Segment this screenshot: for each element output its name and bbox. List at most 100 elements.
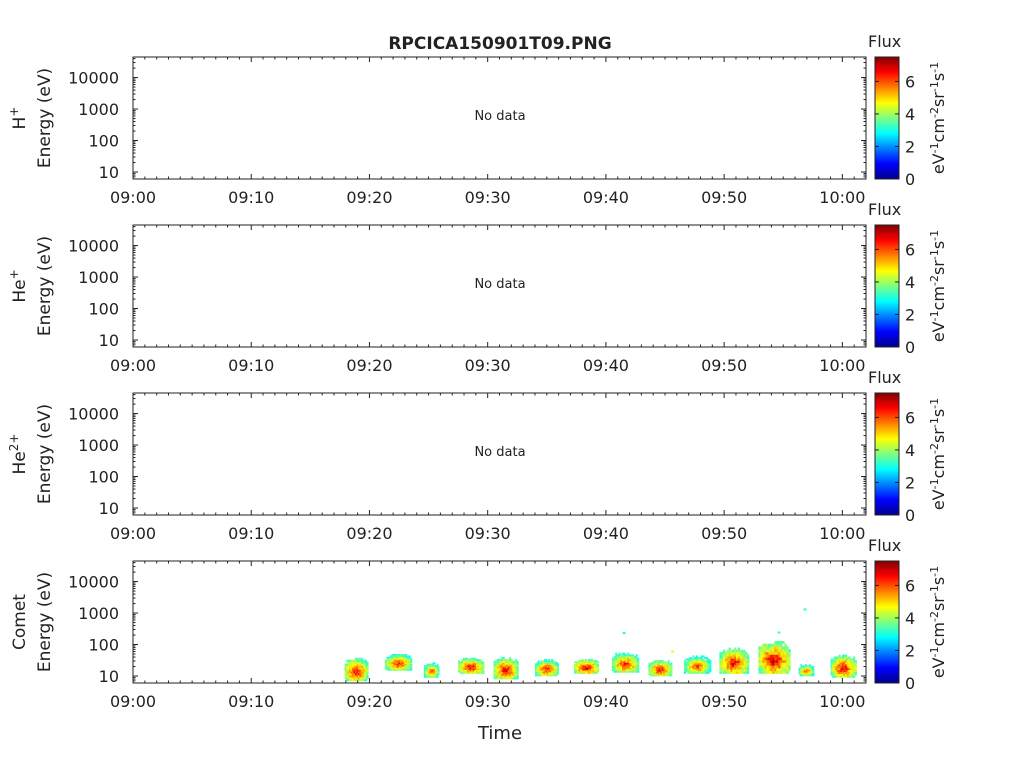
heatmap-cell <box>406 659 409 662</box>
heatmap-cell <box>616 669 619 672</box>
heatmap-cell <box>575 662 578 665</box>
heatmap-cell <box>651 674 654 677</box>
heatmap-cell <box>853 673 856 676</box>
heatmap-cell <box>732 671 735 674</box>
heatmap-cell <box>835 675 838 678</box>
heatmap-cell <box>350 663 353 666</box>
heatmap-cell <box>436 672 438 674</box>
heatmap-cell <box>810 672 812 674</box>
heatmap-cell <box>690 659 693 662</box>
heatmap-cell <box>423 673 426 676</box>
heatmap-cell <box>723 660 726 664</box>
heatmap-cell <box>772 659 775 663</box>
heatmap-cell <box>389 655 392 658</box>
heatmap-cell <box>809 665 811 667</box>
heatmap-cell <box>344 673 347 676</box>
heatmap-cell <box>592 664 595 667</box>
heatmap-cell <box>583 664 586 667</box>
heatmap-cell <box>346 678 348 682</box>
heatmap-cell <box>471 661 474 664</box>
heatmap-cell <box>848 669 851 673</box>
heatmap-cell <box>393 658 396 660</box>
heatmap-cell <box>770 654 773 658</box>
heatmap-cell <box>459 665 462 668</box>
heatmap-cell <box>426 666 428 668</box>
heatmap-cell <box>835 673 838 676</box>
heatmap-cell <box>851 658 854 661</box>
heatmap-cell <box>810 665 812 667</box>
heatmap-cell <box>810 670 812 672</box>
heatmap-cell <box>776 662 779 666</box>
heatmap-cell <box>424 671 427 673</box>
heatmap-speck <box>622 632 626 635</box>
heatmap-blob <box>683 655 712 674</box>
heatmap-cell <box>655 660 658 662</box>
heatmap-cell <box>479 660 482 662</box>
heatmap-cell <box>592 666 595 668</box>
heatmap-cell <box>589 661 592 663</box>
heatmap-cell <box>357 675 360 678</box>
heatmap-cell <box>811 669 813 671</box>
heatmap-cell <box>469 666 472 669</box>
heatmap-cell <box>542 668 545 671</box>
heatmap-cell <box>472 672 475 674</box>
heatmap-cell <box>435 667 437 669</box>
heatmap-cell <box>667 664 670 666</box>
heatmap-cell <box>540 664 543 667</box>
heatmap-cell <box>435 674 437 677</box>
heatmap-cell <box>474 660 477 662</box>
heatmap-cell <box>724 654 728 657</box>
x-tick-label: 09:10 <box>228 524 274 543</box>
heatmap-cell <box>539 671 542 674</box>
heatmap-cell <box>737 671 741 674</box>
heatmap-cell <box>469 665 472 668</box>
heatmap-cell <box>436 671 438 673</box>
heatmap-cell <box>536 674 539 677</box>
heatmap-cell <box>396 669 399 671</box>
heatmap-cell <box>798 672 800 674</box>
heatmap-cell <box>687 672 690 674</box>
heatmap-cell <box>495 671 497 674</box>
colorbar-tick-label: 4 <box>905 609 915 628</box>
heatmap-cell <box>845 664 848 667</box>
heatmap-cell <box>428 673 430 676</box>
heatmap-cell <box>724 671 728 674</box>
heatmap-cell <box>424 668 427 671</box>
heatmap-cell <box>362 673 365 676</box>
heatmap-cell <box>723 654 726 657</box>
heatmap-cell <box>683 670 686 673</box>
heatmap-cell <box>772 662 775 666</box>
heatmap-cell <box>632 667 635 670</box>
heatmap-cell <box>362 663 365 666</box>
heatmap-cell <box>386 664 389 667</box>
heatmap-cell <box>469 670 472 673</box>
heatmap-cell <box>464 669 467 672</box>
heatmap-cell <box>510 668 513 671</box>
x-tick-label: 09:40 <box>583 356 629 375</box>
heatmap-cell <box>362 669 365 672</box>
heatmap-cell <box>401 654 404 656</box>
heatmap-cell <box>766 646 769 650</box>
heatmap-cell <box>429 673 431 676</box>
heatmap-cell <box>464 664 467 666</box>
heatmap-cell <box>354 669 357 672</box>
heatmap-cell <box>747 660 750 664</box>
heatmap-cell <box>632 665 635 668</box>
heatmap-cell <box>594 666 596 668</box>
heatmap-cell <box>545 671 548 674</box>
heatmap-cell <box>428 671 430 673</box>
heatmap-cell <box>730 656 733 659</box>
heatmap-cell <box>840 671 843 674</box>
heatmap-cell <box>685 662 688 665</box>
heatmap-cell <box>760 649 763 653</box>
heatmap-cell <box>622 662 625 665</box>
heatmap-cell <box>843 675 846 678</box>
heatmap-cell <box>782 640 785 644</box>
heatmap-cell <box>687 669 690 671</box>
heatmap-cell <box>393 655 396 658</box>
heatmap-cell <box>633 665 636 668</box>
heatmap-cell <box>728 656 731 659</box>
heatmap-cell <box>406 656 409 659</box>
heatmap-cell <box>584 663 587 666</box>
heatmap-cell <box>498 664 501 667</box>
